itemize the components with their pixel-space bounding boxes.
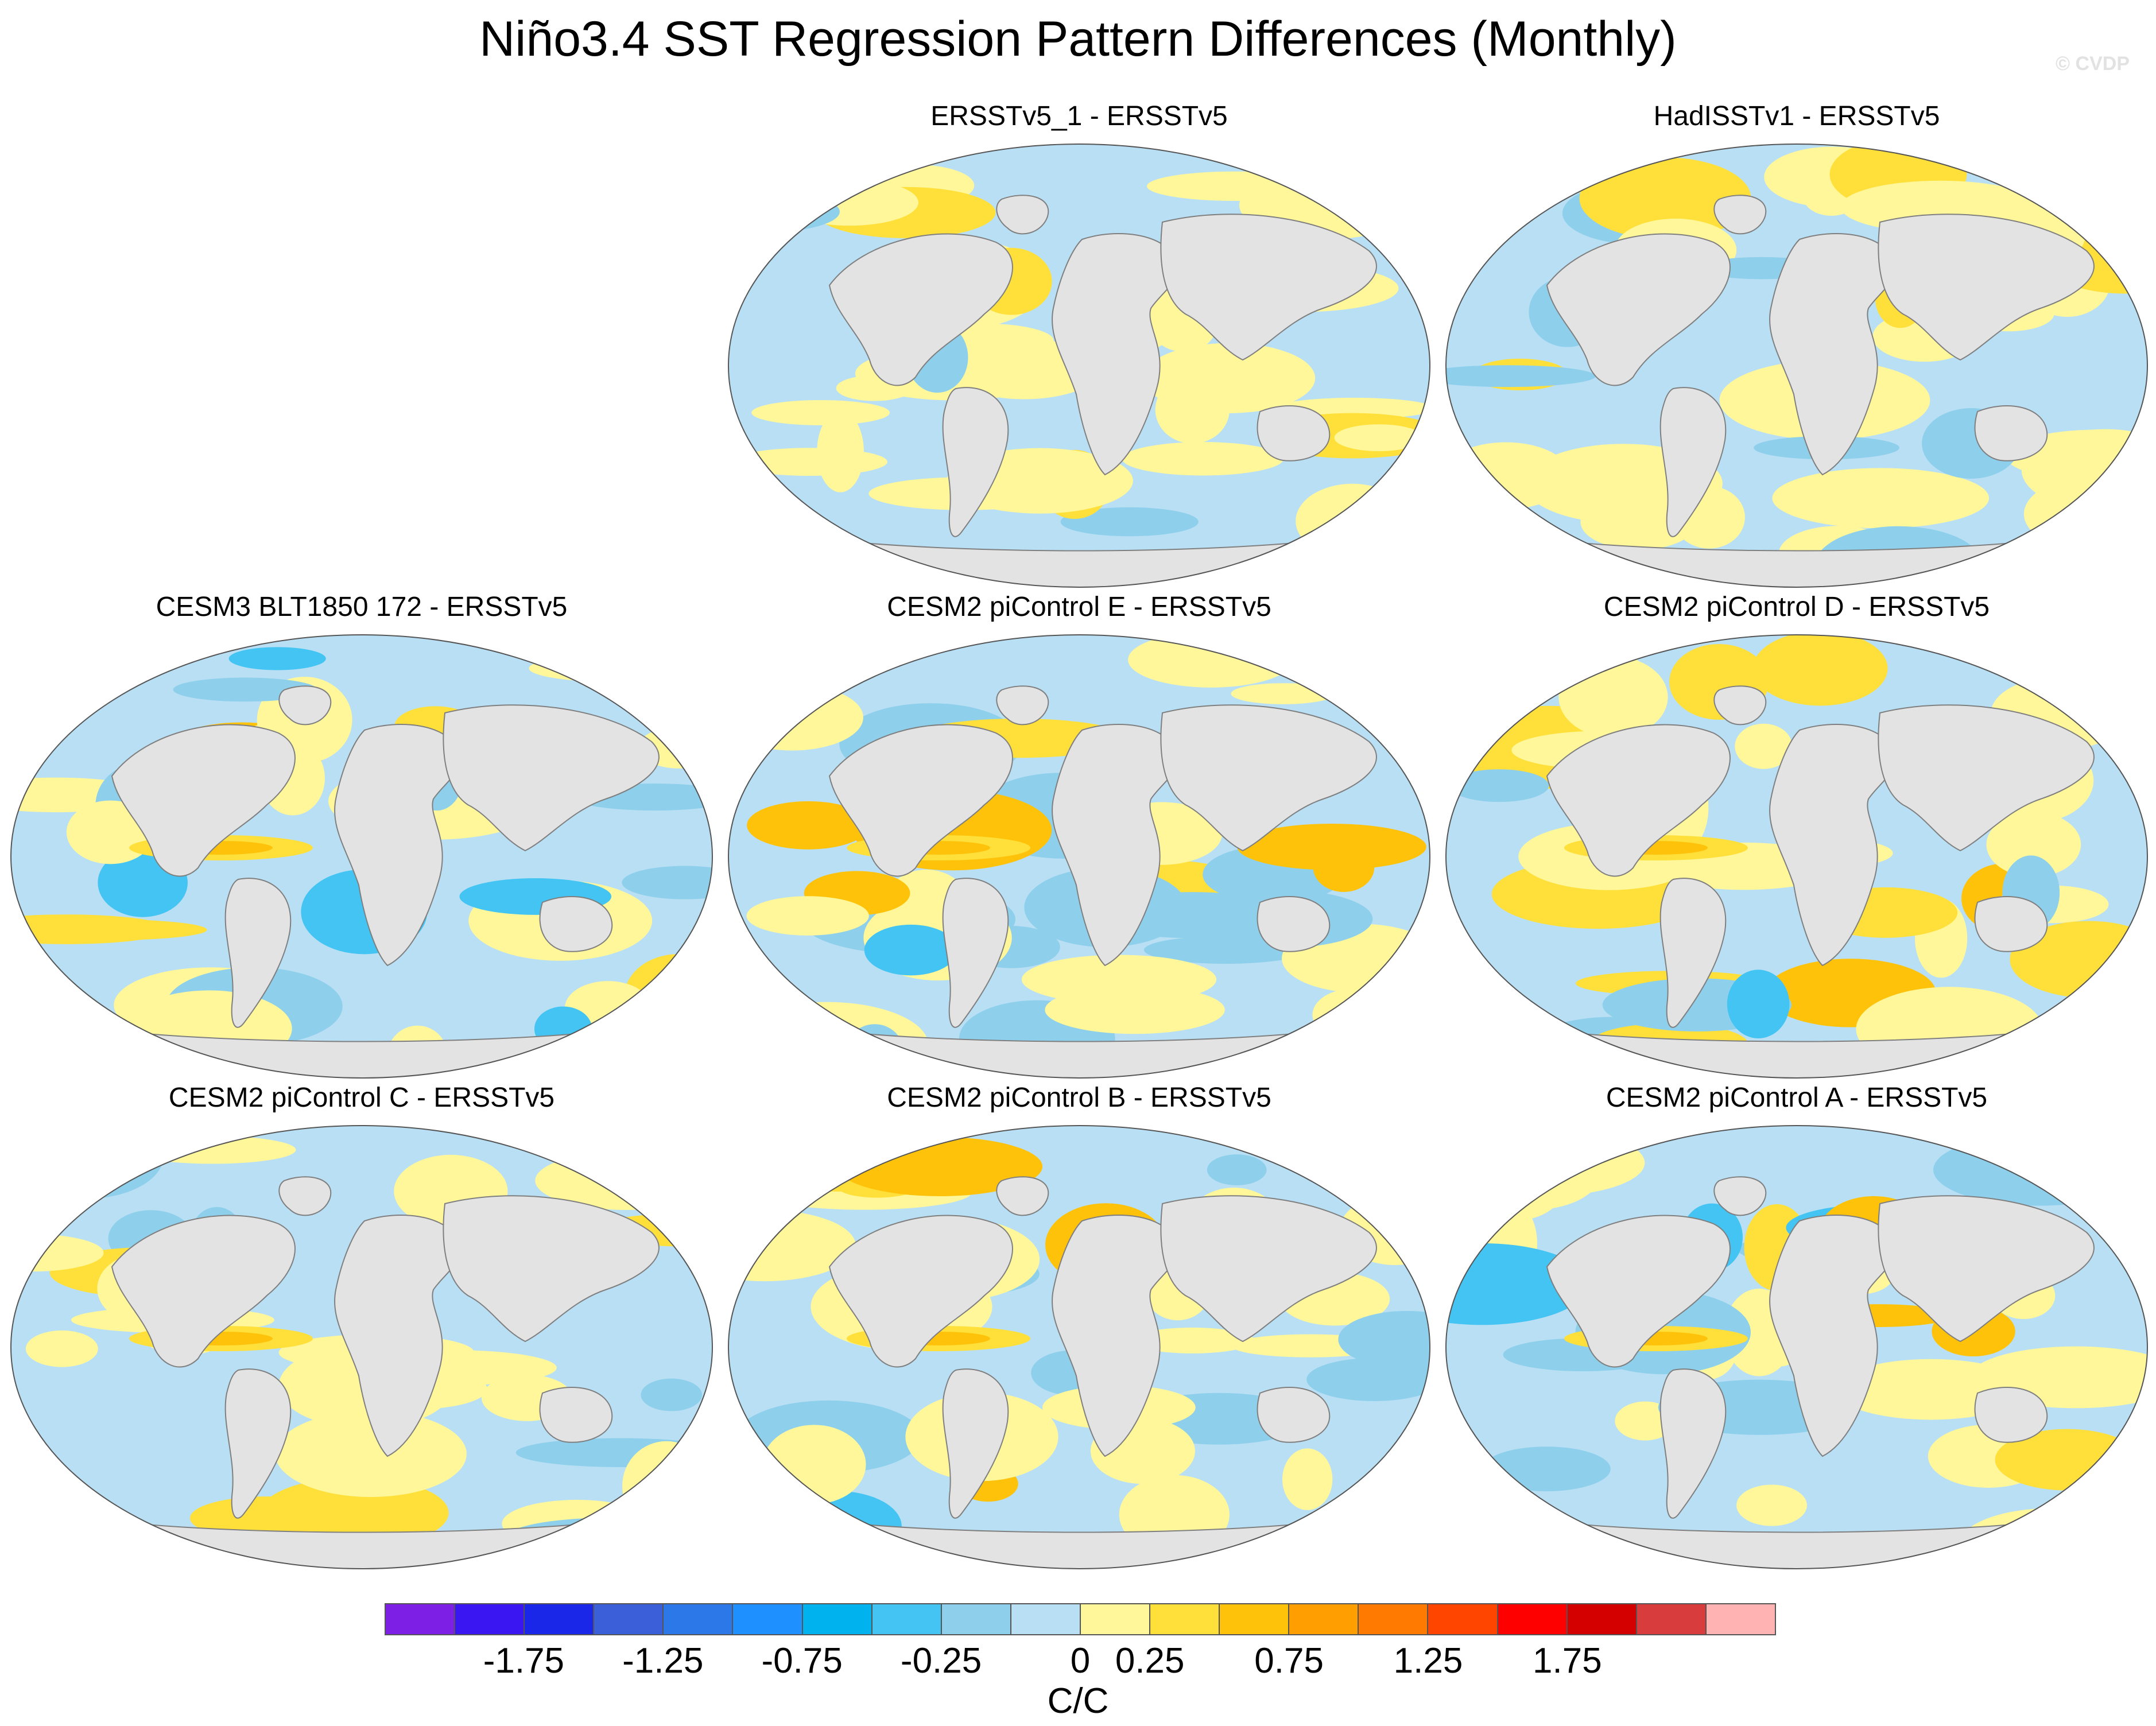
world-map: [1445, 634, 2148, 1079]
map-panel-3: CESM3 BLT1850 172 - ERSSTv5: [9, 591, 715, 1091]
colorbar-box: [1149, 1604, 1219, 1634]
map-panel-1: ERSSTv5_1 - ERSSTv5: [726, 100, 1432, 600]
colorbar-tick-label: 0.25: [1115, 1641, 1185, 1681]
colorbar-tick-label: -0.25: [900, 1641, 982, 1681]
panel-title: CESM3 BLT1850 172 - ERSSTv5: [156, 592, 568, 622]
colorbar-tick-label: -1.75: [483, 1641, 565, 1681]
colorbar-box: [1705, 1604, 1775, 1634]
colorbar-box: [524, 1604, 594, 1634]
colorbar-box: [662, 1604, 732, 1634]
world-map: [10, 1125, 713, 1569]
colorbar-box: [454, 1604, 524, 1634]
colorbar-box: [1079, 1604, 1150, 1634]
panel-title: ERSSTv5_1 - ERSSTv5: [930, 101, 1228, 131]
panel-title: CESM2 piControl B - ERSSTv5: [887, 1083, 1271, 1113]
colorbar-box: [940, 1604, 1010, 1634]
colorbar: [385, 1603, 1776, 1635]
panel-title: HadISSTv1 - ERSSTv5: [1653, 101, 1940, 131]
colorbar-box: [1496, 1604, 1566, 1634]
figure-title: Niño3.4 SST Regression Pattern Differenc…: [479, 11, 1677, 67]
colorbar-box: [732, 1604, 802, 1634]
colorbar-tick-label: 1.25: [1393, 1641, 1463, 1681]
world-map: [10, 634, 713, 1079]
panel-title: CESM2 piControl C - ERSSTv5: [168, 1083, 555, 1113]
map-panel-6: CESM2 piControl C - ERSSTv5: [9, 1082, 715, 1581]
world-map: [728, 143, 1430, 588]
world-map: [1445, 143, 2148, 588]
watermark: © CVDP: [2056, 53, 2130, 75]
map-panel-4: CESM2 piControl E - ERSSTv5: [726, 591, 1432, 1091]
colorbar-box: [1635, 1604, 1705, 1634]
panel-title: CESM2 piControl E - ERSSTv5: [887, 592, 1271, 622]
colorbar-units: C/C: [1047, 1681, 1109, 1721]
map-panel-8: CESM2 piControl A - ERSSTv5: [1444, 1082, 2150, 1581]
world-map: [728, 634, 1430, 1079]
map-panel-5: CESM2 piControl D - ERSSTv5: [1444, 591, 2150, 1091]
panel-title: CESM2 piControl A - ERSSTv5: [1606, 1083, 1988, 1113]
world-map: [728, 1125, 1430, 1569]
colorbar-box: [1219, 1604, 1289, 1634]
colorbar-box: [593, 1604, 663, 1634]
colorbar-box: [871, 1604, 941, 1634]
colorbar-tick-label: -1.25: [622, 1641, 704, 1681]
world-map: [1445, 1125, 2148, 1569]
map-panel-2: HadISSTv1 - ERSSTv5: [1444, 100, 2150, 600]
map-panel-7: CESM2 piControl B - ERSSTv5: [726, 1082, 1432, 1581]
colorbar-tick-label: -0.75: [761, 1641, 843, 1681]
colorbar-box: [1427, 1604, 1497, 1634]
colorbar-box: [1010, 1604, 1080, 1634]
colorbar-tick-label: 0: [1070, 1641, 1091, 1681]
colorbar-tick-label: 0.75: [1254, 1641, 1324, 1681]
panel-title: CESM2 piControl D - ERSSTv5: [1603, 592, 1990, 622]
colorbar-box: [1358, 1604, 1428, 1634]
colorbar-box: [386, 1604, 455, 1634]
colorbar-box: [1566, 1604, 1636, 1634]
colorbar-tick-label: 1.75: [1533, 1641, 1602, 1681]
colorbar-box: [1288, 1604, 1358, 1634]
colorbar-box: [801, 1604, 871, 1634]
